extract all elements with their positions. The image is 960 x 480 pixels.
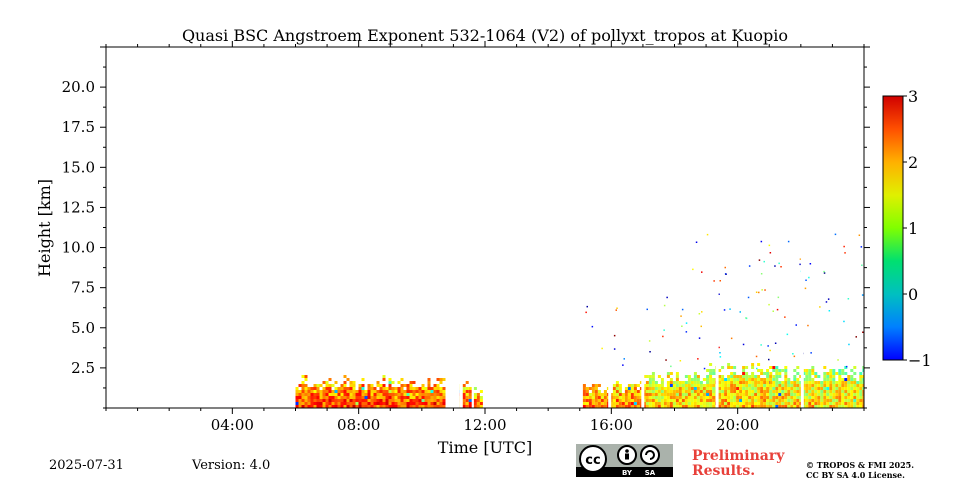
sparse-points <box>585 231 864 370</box>
plot-frame <box>105 46 865 409</box>
colorbar-tick-label: 3 <box>908 87 918 106</box>
data-gap-3 <box>641 47 645 408</box>
y-tick-label: 7.5 <box>71 279 95 297</box>
data-gap-4 <box>715 47 719 408</box>
version-label: Version: 4.0 <box>192 458 271 473</box>
svg-text:BY: BY <box>622 469 633 477</box>
data-region-3 <box>582 381 646 408</box>
plot-data <box>295 47 864 408</box>
data-gap-1 <box>459 47 463 408</box>
data-region-4 <box>642 372 709 408</box>
x-tick-label: 16:00 <box>590 416 633 434</box>
date-label: 2025-07-31 <box>49 458 124 473</box>
x-tick-label: 08:00 <box>337 416 380 434</box>
x-tick-label: 04:00 <box>211 416 254 434</box>
x-tick-label: 20:00 <box>716 416 759 434</box>
y-tick-label: 2.5 <box>71 359 95 377</box>
chart-title: Quasi BSC Angstroem Exponent 532-1064 (V… <box>182 26 788 45</box>
colorbar-tick-label: 0 <box>908 285 918 304</box>
preliminary-notice: Preliminary Results. <box>692 449 784 479</box>
y-tick-label: 17.5 <box>62 118 95 136</box>
y-tick-label: 5.0 <box>71 319 95 337</box>
colorbar-tick-label: −1 <box>908 351 932 370</box>
colorbar: 3 2 1 0 −1 <box>882 87 932 370</box>
data-region-0 <box>295 375 449 408</box>
data-gap-5 <box>800 47 804 408</box>
y-tick-label: 15.0 <box>62 158 95 176</box>
cc-by-sa-icon: cc BY SA <box>576 444 673 477</box>
axes: 04:00 08:00 12:00 16:00 20:00 2.5 5.0 7.5 10.0 12… <box>62 41 870 434</box>
data-gap-2 <box>608 47 612 408</box>
copyright-line2: CC BY SA 4.0 License. <box>806 470 905 480</box>
data-region-6 <box>769 366 864 408</box>
copyright-notice: © TROPOS & FMI 2025. CC BY SA 4.0 Licens… <box>806 460 914 480</box>
preliminary-line1: Preliminary <box>692 448 785 464</box>
y-axis-label: Height [km] <box>35 179 54 277</box>
data-gap-0 <box>445 47 449 408</box>
copyright-line1: © TROPOS & FMI 2025. <box>806 460 915 470</box>
colorbar-bar <box>882 95 904 361</box>
colorbar-tick-label: 1 <box>908 219 918 238</box>
svg-text:cc: cc <box>585 453 600 468</box>
y-tick-label: 10.0 <box>62 239 95 257</box>
preliminary-line2: Results. <box>692 463 756 479</box>
data-region-2 <box>473 387 483 408</box>
y-tick-label: 12.5 <box>62 198 95 216</box>
x-axis-label: Time [UTC] <box>438 438 532 457</box>
colorbar-tick-label: 2 <box>908 153 918 172</box>
svg-text:SA: SA <box>645 469 656 477</box>
x-tick-label: 12:00 <box>463 416 506 434</box>
y-tick-label: 20.0 <box>62 78 95 96</box>
